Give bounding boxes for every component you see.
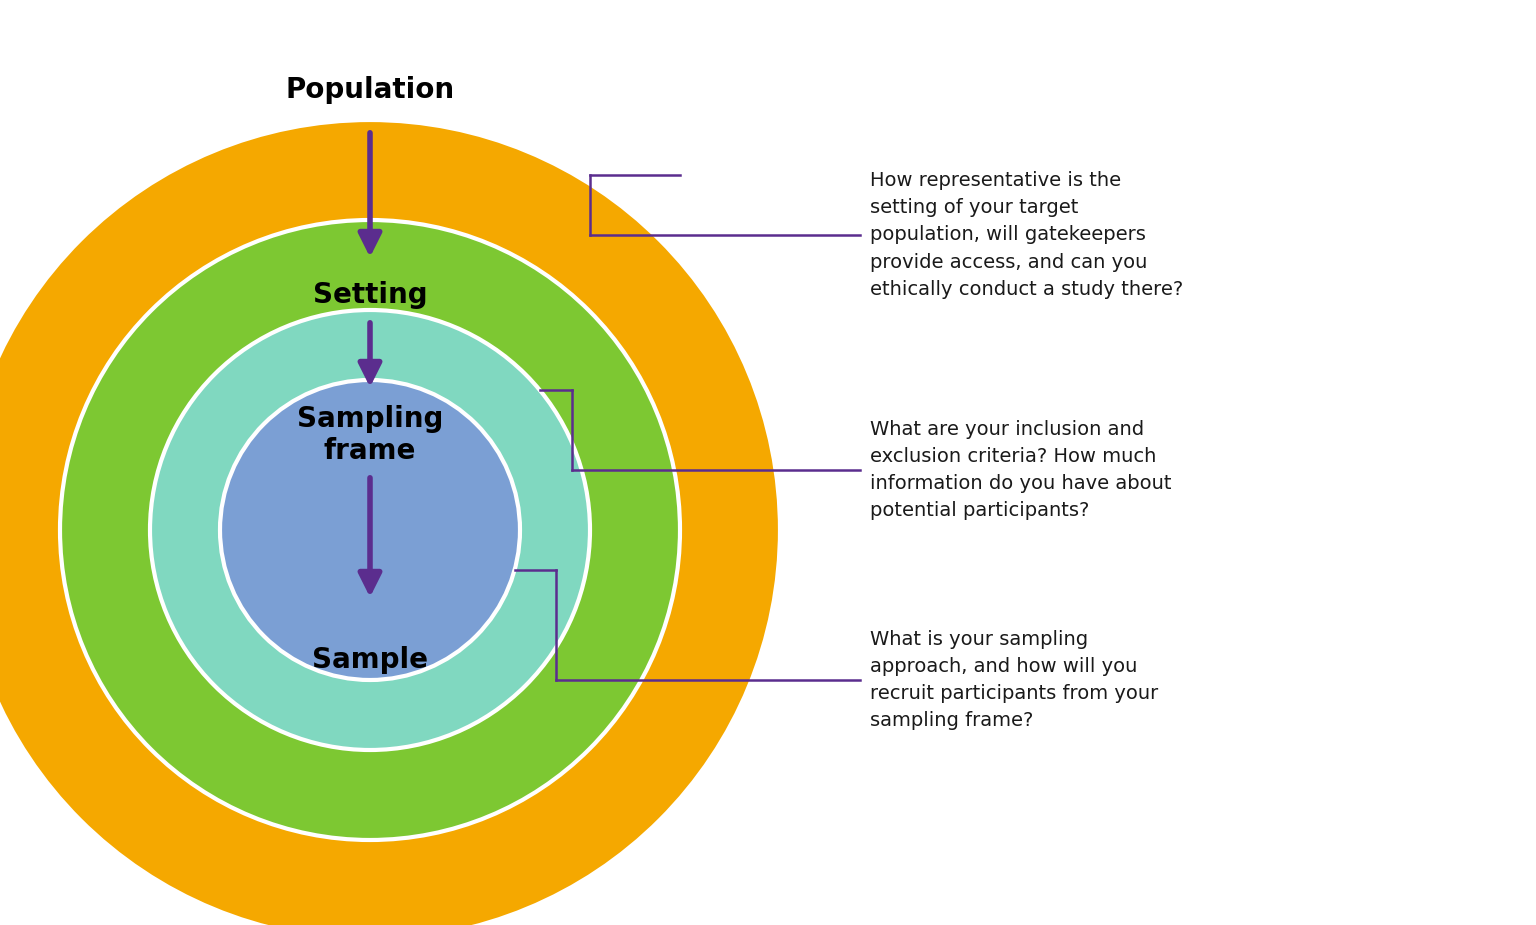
Circle shape: [0, 120, 780, 925]
Circle shape: [220, 380, 521, 680]
Text: Setting: Setting: [313, 281, 427, 309]
Text: Sampling
frame: Sampling frame: [296, 405, 444, 465]
Text: What are your inclusion and
exclusion criteria? How much
information do you have: What are your inclusion and exclusion cr…: [869, 420, 1172, 521]
Circle shape: [60, 220, 680, 840]
Text: Sample: Sample: [312, 646, 429, 674]
Text: Population: Population: [286, 76, 455, 104]
Text: How representative is the
setting of your target
population, will gatekeepers
pr: How representative is the setting of you…: [869, 171, 1183, 299]
Text: What is your sampling
approach, and how will you
recruit participants from your
: What is your sampling approach, and how …: [869, 630, 1158, 731]
Circle shape: [151, 310, 590, 750]
